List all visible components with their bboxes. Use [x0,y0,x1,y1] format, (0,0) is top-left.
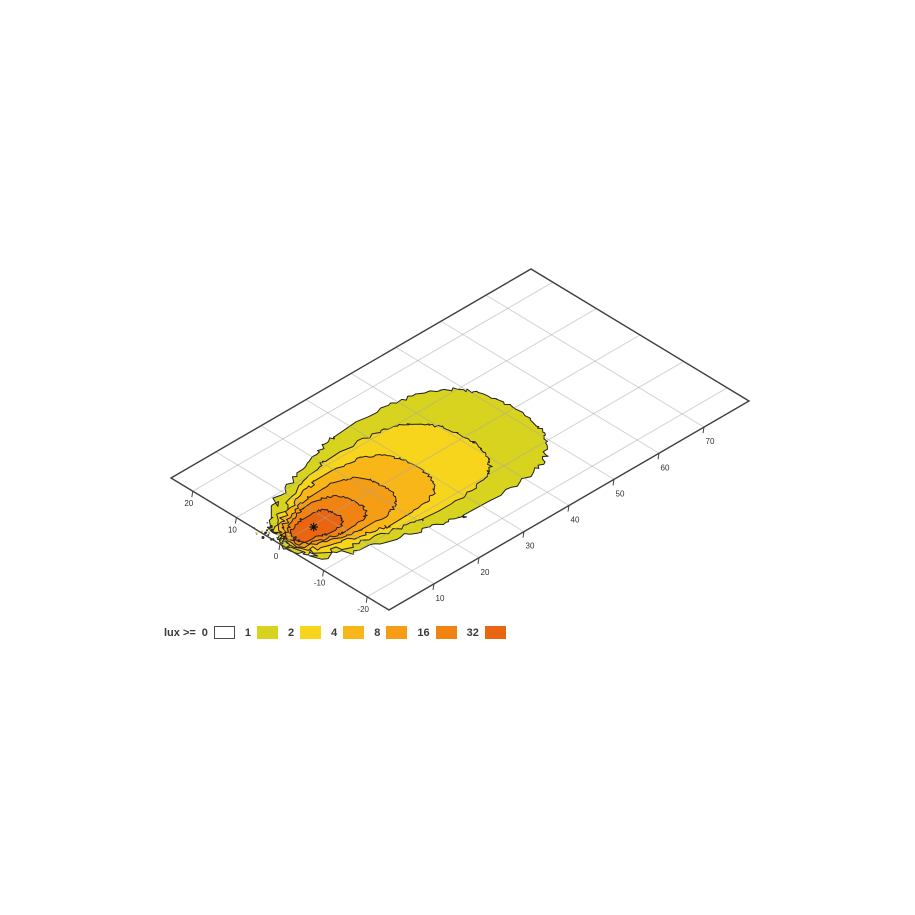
speckle-dot [276,537,278,539]
legend-color-swatch [484,626,506,639]
plot-border [169,268,751,611]
axis-ticks: 10 20 30 40 50 60 70 20 10 0 -10 -20 [184,427,715,614]
legend-color-swatch [343,626,365,639]
legend-level-label: 4 [331,626,338,639]
legend-color-swatch [213,626,235,639]
grid-line-v [236,308,597,519]
u-axis-tick [522,531,525,538]
speckle-dot [294,536,297,539]
u-axis-tick [702,427,705,434]
grid-line-v [279,334,641,545]
legend-color-swatch [257,626,279,639]
hotspot-spoke [310,523,318,531]
grid-line-v [366,387,728,598]
legend-item-32: 32 [467,626,506,639]
v-axis-tick [234,517,237,524]
v-axis-tick [322,570,325,577]
speckle-dot [267,531,270,534]
legend-level-label: 0 [201,626,208,639]
speckle-dot [269,524,273,528]
speckle-dot [274,522,276,524]
v-axis-tick-label: 20 [184,499,193,508]
v-axis-tick [365,596,368,603]
legend-title: lux >= [164,626,196,639]
legend-item-4: 4 [331,626,365,639]
grid-lines [192,281,728,598]
legend-color-swatch [300,626,322,639]
legend-items: 0 1 2 4 8 16 32 [202,626,506,639]
speckle-dot [277,533,280,536]
speckle-dot [267,534,270,536]
speckle-dot [283,537,286,540]
legend-item-2: 2 [288,626,322,639]
legend-item-0: 0 [202,626,235,639]
u-axis-tick-label: 40 [571,516,580,525]
u-axis-tick [612,479,615,486]
u-axis-tick-label: 20 [481,568,490,577]
speckle-dot [261,536,265,539]
u-axis-tick-label: 70 [706,437,715,446]
speckle-dot [268,527,271,530]
legend-item-1: 1 [244,626,279,639]
u-axis-tick-label: 50 [616,489,625,498]
u-axis-tick-label: 30 [526,542,535,551]
u-axis-tick [477,557,480,564]
u-axis-tick-label: 60 [661,463,670,472]
v-axis-tick [191,491,194,498]
u-axis-tick [432,583,435,590]
speckle-dot [266,529,269,532]
legend-level-label: 8 [374,626,381,639]
lux-legend: lux >= 0 1 2 4 8 16 32 [164,626,506,639]
speckle-dot [284,528,287,531]
legend-item-8: 8 [374,626,408,639]
legend-level-label: 1 [244,626,252,639]
speckle-dot [275,532,278,535]
grid-line-v [192,281,554,492]
hotspot-marker [309,522,318,532]
speckle-dot [287,533,290,536]
u-axis-tick [567,505,570,512]
u-axis-tick [657,453,660,460]
legend-color-swatch [435,626,457,639]
speckle-dot [264,531,267,535]
grid-line-v [323,360,684,571]
v-axis-tick-label: -20 [357,605,369,614]
legend-item-16: 16 [417,626,457,639]
speckle-dot [270,528,274,532]
v-axis-tick-label: 10 [228,526,237,535]
legend-level-label: 16 [417,626,430,639]
legend-level-label: 2 [288,626,295,639]
v-axis-tick-label: -10 [314,578,326,587]
v-axis-tick-label: 0 [274,552,279,561]
contour-regions [266,387,549,560]
speckle-dot [266,522,269,524]
speckle-dot [297,539,301,542]
legend-color-swatch [386,626,408,639]
u-axis-tick-label: 10 [436,594,445,603]
legend-level-label: 32 [466,626,479,639]
speckle-dot [255,532,258,535]
v-axis-tick [278,543,281,551]
speckle-dot [293,538,296,542]
